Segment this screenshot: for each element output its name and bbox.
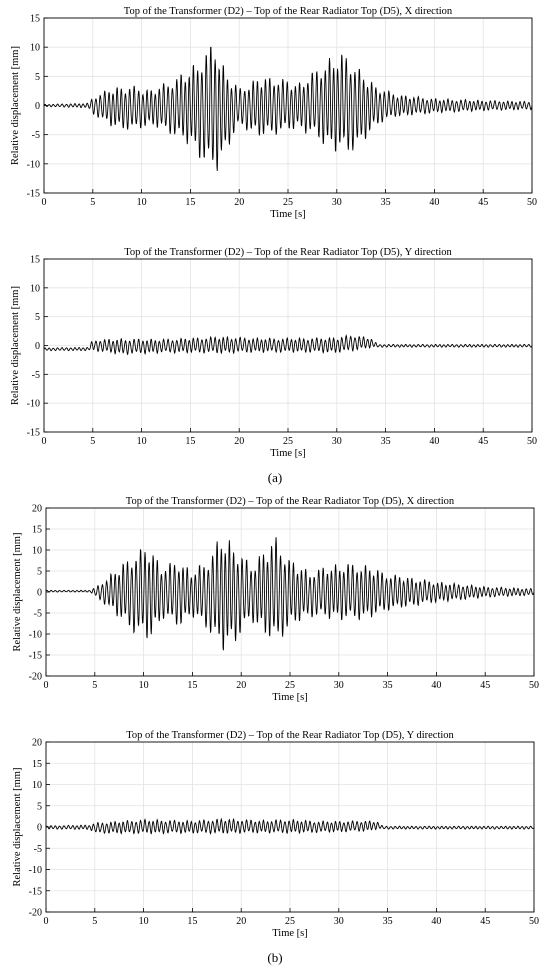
y-tick-label: 5 xyxy=(37,567,42,578)
y-tick-label: 0 xyxy=(37,823,42,834)
x-tick-label: 40 xyxy=(431,916,441,927)
x-tick-label: 45 xyxy=(480,680,490,691)
y-tick-label: 10 xyxy=(30,283,40,294)
x-tick-label: 35 xyxy=(381,197,391,208)
y-tick-label: -5 xyxy=(32,130,40,141)
x-tick-label: 10 xyxy=(139,916,149,927)
y-tick-label: 0 xyxy=(37,588,42,599)
chart-title: Top of the Transformer (D2) – Top of the… xyxy=(124,6,453,17)
x-tick-label: 40 xyxy=(429,436,439,447)
x-tick-label: 35 xyxy=(383,680,393,691)
x-tick-label: 0 xyxy=(42,436,47,447)
chart-title: Top of the Transformer (D2) – Top of the… xyxy=(126,730,454,741)
y-axis-label: Relative displacement [mm] xyxy=(10,286,21,405)
chart-3: 0 5 10 15 20 25 30 35 40 45 50 -20 -15 -10 -5 0 5 10 15 20 T… xyxy=(12,730,539,939)
x-tick-label: 15 xyxy=(187,916,197,927)
y-tick-label: 15 xyxy=(32,759,42,770)
y-tick-label: 20 xyxy=(32,504,42,515)
x-tick-label: 20 xyxy=(234,436,244,447)
x-tick-label: 45 xyxy=(480,916,490,927)
y-tick-label: 15 xyxy=(30,255,40,266)
y-tick-label: 10 xyxy=(32,546,42,557)
y-tick-label: 20 xyxy=(32,738,42,749)
y-tick-label: 15 xyxy=(32,525,42,536)
x-axis-label: Time [s] xyxy=(270,209,306,220)
series-line xyxy=(43,334,533,356)
y-tick-label: -10 xyxy=(29,630,42,641)
x-tick-label: 5 xyxy=(92,916,97,927)
x-tick-label: 10 xyxy=(137,436,147,447)
y-tick-label: -5 xyxy=(34,844,42,855)
y-tick-label: 5 xyxy=(35,72,40,83)
x-tick-label: 30 xyxy=(334,916,344,927)
x-tick-label: 50 xyxy=(529,680,539,691)
y-tick-label: 0 xyxy=(35,341,40,352)
x-tick-label: 20 xyxy=(234,197,244,208)
y-axis-label: Relative displacement [mm] xyxy=(10,46,21,165)
x-axis-label: Time [s] xyxy=(270,448,306,459)
x-tick-label: 0 xyxy=(44,680,49,691)
x-tick-label: 25 xyxy=(285,916,295,927)
x-tick-label: 35 xyxy=(381,436,391,447)
chart-2: 0 5 10 15 20 25 30 35 40 45 50 -20 -15 -10 -5 0 5 10 15 20 T… xyxy=(12,496,539,703)
y-tick-label: -15 xyxy=(27,189,40,200)
chart-0: 0 5 10 15 20 25 30 35 40 45 50 -15 -10 -5 0 5 10 15 Top of… xyxy=(10,6,537,220)
y-tick-label: -10 xyxy=(27,159,40,170)
x-axis-label: Time [s] xyxy=(272,928,308,939)
x-tick-label: 15 xyxy=(185,436,195,447)
series-line xyxy=(45,817,535,835)
y-axis-label: Relative displacement [mm] xyxy=(12,768,23,887)
x-tick-label: 0 xyxy=(44,916,49,927)
y-tick-label: 10 xyxy=(30,43,40,54)
y-tick-label: -5 xyxy=(34,609,42,620)
x-tick-label: 25 xyxy=(285,680,295,691)
x-tick-label: 45 xyxy=(478,436,488,447)
x-tick-label: 25 xyxy=(283,436,293,447)
x-tick-label: 5 xyxy=(90,197,95,208)
x-tick-label: 50 xyxy=(527,197,537,208)
chart-title: Top of the Transformer (D2) – Top of the… xyxy=(126,496,455,507)
x-tick-label: 20 xyxy=(236,916,246,927)
x-tick-label: 40 xyxy=(429,197,439,208)
x-tick-label: 30 xyxy=(332,197,342,208)
y-tick-label: -20 xyxy=(29,672,42,683)
x-tick-label: 45 xyxy=(478,197,488,208)
y-tick-label: -5 xyxy=(32,370,40,381)
x-tick-label: 15 xyxy=(185,197,195,208)
chart-1: 0 5 10 15 20 25 30 35 40 45 50 -15 -10 -5 0 5 10 15 Top of… xyxy=(10,247,537,459)
x-tick-label: 10 xyxy=(137,197,147,208)
y-axis-label: Relative displacement [mm] xyxy=(12,533,23,652)
chart-title: Top of the Transformer (D2) – Top of the… xyxy=(124,247,452,258)
x-tick-label: 30 xyxy=(332,436,342,447)
x-tick-label: 30 xyxy=(334,680,344,691)
y-tick-label: -15 xyxy=(27,428,40,439)
x-tick-label: 5 xyxy=(92,680,97,691)
x-tick-label: 15 xyxy=(187,680,197,691)
x-axis-label: Time [s] xyxy=(272,692,308,703)
y-tick-label: -10 xyxy=(29,865,42,876)
x-tick-label: 20 xyxy=(236,680,246,691)
panel-label-b: (b) xyxy=(267,950,283,965)
x-tick-label: 50 xyxy=(527,436,537,447)
x-tick-label: 0 xyxy=(42,197,47,208)
y-tick-label: -15 xyxy=(29,886,42,897)
x-tick-label: 50 xyxy=(529,916,539,927)
y-tick-label: 15 xyxy=(30,14,40,25)
x-tick-label: 25 xyxy=(283,197,293,208)
panel-label-a: (a) xyxy=(267,470,283,485)
y-tick-label: -15 xyxy=(29,651,42,662)
x-tick-label: 10 xyxy=(139,680,149,691)
y-tick-label: 10 xyxy=(32,780,42,791)
series-line xyxy=(45,537,535,651)
y-tick-label: 0 xyxy=(35,101,40,112)
x-tick-label: 40 xyxy=(431,680,441,691)
y-tick-label: 5 xyxy=(35,312,40,323)
x-tick-label: 35 xyxy=(383,916,393,927)
y-tick-label: -10 xyxy=(27,399,40,410)
x-tick-label: 5 xyxy=(90,436,95,447)
series-line xyxy=(43,46,533,171)
y-tick-label: -20 xyxy=(29,908,42,919)
y-tick-label: 5 xyxy=(37,801,42,812)
